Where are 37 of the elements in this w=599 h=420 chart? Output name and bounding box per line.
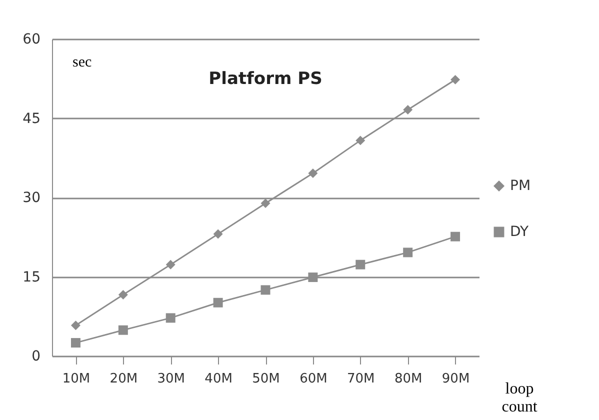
point xyxy=(118,325,128,335)
point xyxy=(450,74,460,84)
point xyxy=(450,232,460,242)
x-tick-label: 70M xyxy=(347,372,375,386)
y-tick-label: 45 xyxy=(22,110,40,127)
point xyxy=(403,105,413,115)
point xyxy=(118,290,128,300)
legend-label: DY xyxy=(510,224,530,240)
x-axis-title: loop count xyxy=(502,380,538,416)
point xyxy=(213,298,223,308)
text: Platform PS xyxy=(208,69,322,89)
x-tick-label: 60M xyxy=(300,372,328,386)
point xyxy=(260,285,270,295)
legend-label: PM xyxy=(510,178,531,194)
point xyxy=(213,229,223,239)
y-axis-title: sec xyxy=(72,54,92,70)
point xyxy=(260,198,270,208)
point xyxy=(166,260,176,270)
x-tick-label: 30M xyxy=(157,372,185,386)
y-tick-label: 30 xyxy=(22,190,40,206)
x-tick-label: 50M xyxy=(252,372,280,386)
y-tick-label: 0 xyxy=(32,348,40,364)
point xyxy=(166,313,176,323)
y-tick-label: 15 xyxy=(22,269,40,286)
y-tick-label: 60 xyxy=(22,32,40,48)
x-tick-label: 90M xyxy=(442,372,470,386)
point xyxy=(356,260,366,270)
point xyxy=(308,168,318,178)
x-tick-label: 20M xyxy=(110,372,138,386)
point xyxy=(403,248,413,258)
x-tick-label: 80M xyxy=(394,372,422,386)
x-tick-label: 40M xyxy=(204,372,232,386)
point xyxy=(356,136,366,146)
point xyxy=(308,272,318,282)
point xyxy=(70,338,80,348)
x-tick-label: 10M xyxy=(62,372,90,386)
point xyxy=(70,320,80,330)
